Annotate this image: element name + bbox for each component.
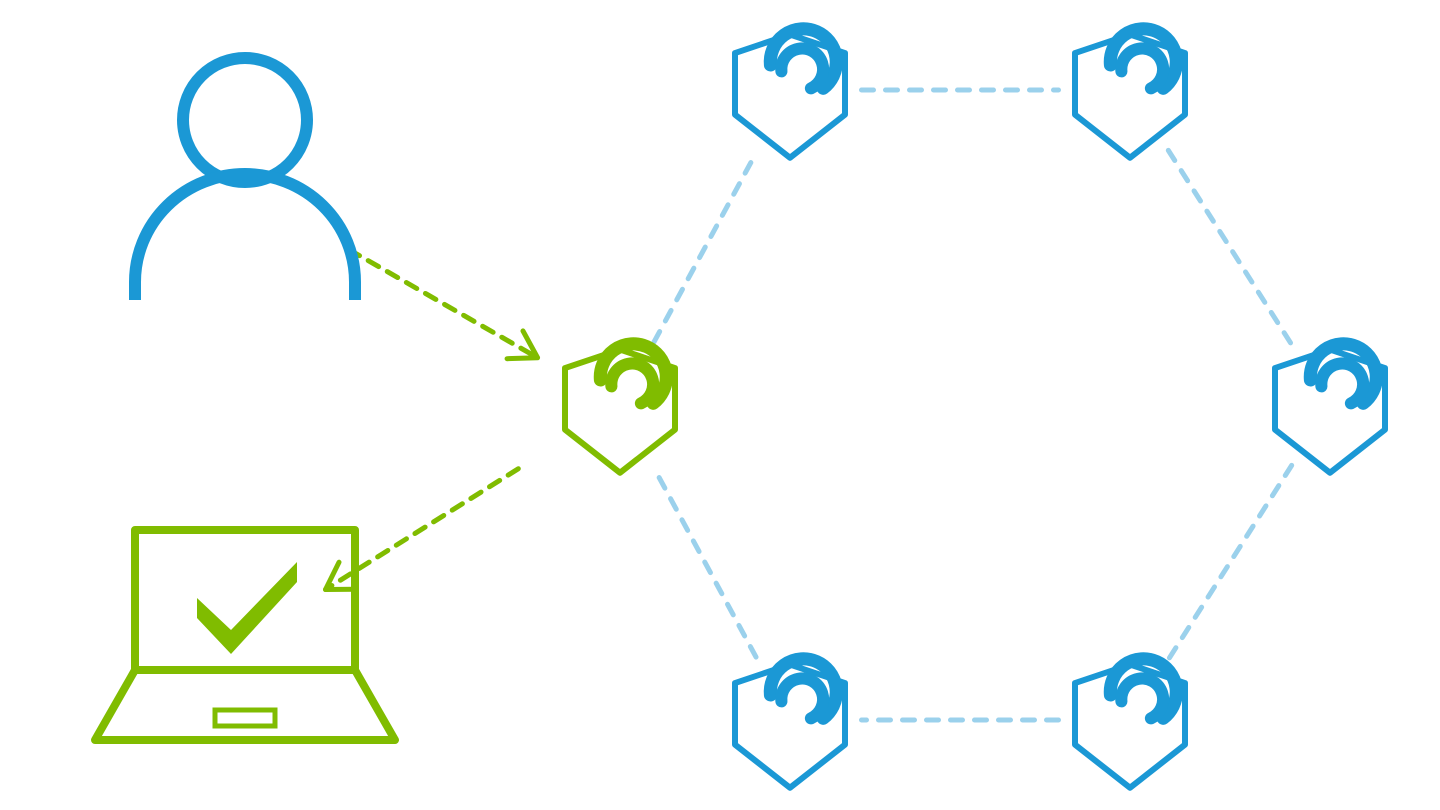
user-icon: [135, 58, 355, 300]
shield-node-icon: [1075, 654, 1185, 788]
shield-node-icon: [565, 339, 675, 473]
ring-edge: [1168, 150, 1291, 344]
flow-arrow: [349, 250, 537, 358]
checkmark-icon: [197, 562, 297, 654]
ring-edge: [1168, 465, 1291, 659]
shield-node-icon: [735, 24, 845, 158]
ring-edge: [654, 468, 756, 657]
ring-edge: [654, 153, 756, 342]
shield-node-icon: [1275, 339, 1385, 473]
shield-node-icon: [735, 654, 845, 788]
shield-node-icon: [1075, 24, 1185, 158]
laptop-check-icon: [95, 530, 395, 740]
